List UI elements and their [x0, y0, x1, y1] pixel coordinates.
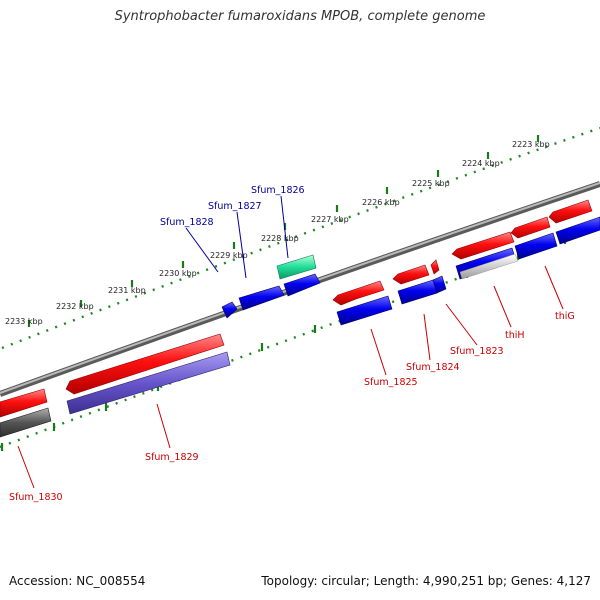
outer-major-ticks: [27, 135, 540, 327]
accession-text: Accession: NC_008554: [9, 574, 146, 588]
tick-label-2227: 2227 kbp: [311, 215, 349, 224]
leader-sfum-1828: [185, 227, 219, 273]
gene-thiH-upper[interactable]: [451, 231, 515, 260]
leader-sfum-1830: [17, 445, 35, 489]
leader-sfum-1827: [236, 211, 247, 279]
label-sfum-1826[interactable]: Sfum_1826: [251, 185, 305, 196]
gene-sfum-1827[interactable]: [238, 285, 285, 311]
gene-upper-3[interactable]: [548, 199, 593, 224]
gene-sfum-1824-upper[interactable]: [392, 264, 430, 285]
gene-sfum-1825-upper[interactable]: [332, 280, 385, 306]
label-sfum-1830[interactable]: Sfum_1830: [9, 492, 63, 503]
reverse-strand-genes: [0, 216, 600, 438]
forward-strand-genes: [0, 199, 593, 418]
gene-thiG[interactable]: [555, 216, 600, 245]
label-thiH[interactable]: thiH: [505, 330, 525, 341]
leader-thiH: [493, 285, 512, 328]
tick-label-2230: 2230 kbp: [159, 269, 197, 278]
gene-sfum-1830[interactable]: [0, 388, 48, 418]
genome-summary-text: Topology: circular; Length: 4,990,251 bp…: [261, 574, 591, 588]
leader-sfum-1829: [156, 403, 171, 449]
gene-sfum-1823[interactable]: [432, 275, 447, 294]
label-sfum-1829[interactable]: Sfum_1829: [145, 452, 199, 463]
gene-sfum-1826-selected[interactable]: [276, 254, 317, 280]
tick-label-2224: 2224 kbp: [462, 159, 500, 168]
leader-sfum-1826: [280, 195, 289, 259]
tick-label-2225: 2225 kbp: [412, 179, 450, 188]
label-leader-lines: [17, 195, 564, 489]
label-thiG[interactable]: thiG: [555, 311, 575, 322]
gene-sfum-1828[interactable]: [221, 301, 238, 319]
map-title: Syntrophobacter fumaroxidans MPOB, compl…: [114, 9, 486, 24]
gene-thiH-light[interactable]: [459, 253, 519, 280]
label-sfum-1824[interactable]: Sfum_1824: [406, 362, 460, 373]
gene-reverse-2[interactable]: [514, 232, 558, 260]
gene-sfum-1824[interactable]: [397, 279, 438, 305]
gene-sfum-1830-reverse[interactable]: [0, 407, 52, 438]
gene-upper-2[interactable]: [510, 216, 551, 239]
gene-sfum-1823-upper[interactable]: [430, 259, 440, 275]
tick-label-2233: 2233 kbp: [5, 317, 43, 326]
kbp-scale-labels: 2223 kbp 2224 kbp 2225 kbp 2226 kbp 2227…: [5, 140, 550, 326]
gene-sfum-1826[interactable]: [283, 273, 321, 297]
label-sfum-1823[interactable]: Sfum_1823: [450, 346, 504, 357]
gene-labels: Sfum_1826 Sfum_1827 Sfum_1828 Sfum_1823 …: [9, 185, 575, 503]
tick-label-2228: 2228 kbp: [261, 234, 299, 243]
tick-label-2232: 2232 kbp: [56, 302, 94, 311]
leader-sfum-1824: [423, 313, 431, 361]
gene-sfum-1829[interactable]: [65, 333, 225, 395]
gene-sfum-1829-reverse[interactable]: [66, 351, 231, 415]
leader-sfum-1823: [445, 303, 478, 346]
tick-label-2229: 2229 kbp: [210, 251, 248, 260]
tick-label-2226: 2226 kbp: [362, 198, 400, 207]
label-sfum-1828[interactable]: Sfum_1828: [160, 217, 214, 228]
label-sfum-1825[interactable]: Sfum_1825: [364, 377, 418, 388]
gene-sfum-1825[interactable]: [336, 295, 393, 326]
tick-label-2231: 2231 kbp: [108, 286, 146, 295]
tick-label-2223: 2223 kbp: [512, 140, 550, 149]
leader-thiG: [544, 265, 564, 310]
leader-sfum-1825: [370, 328, 387, 376]
label-sfum-1827[interactable]: Sfum_1827: [208, 201, 262, 212]
